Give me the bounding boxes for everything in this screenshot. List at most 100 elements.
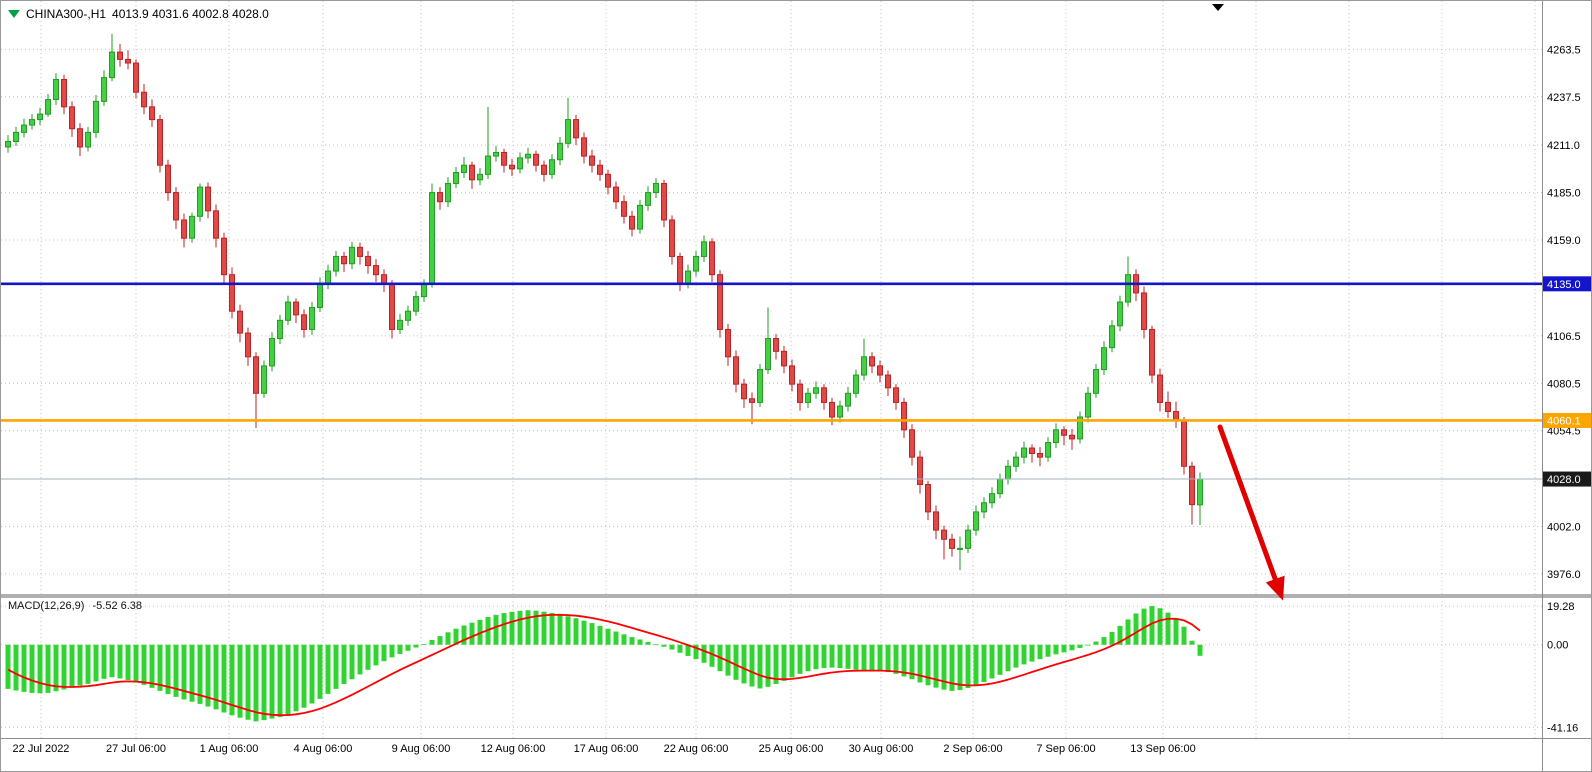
- candle-body: [157, 119, 163, 166]
- candle-body: [581, 137, 587, 157]
- macd-histogram-bar: [269, 644, 275, 719]
- macd-histogram-bar: [397, 644, 403, 654]
- macd-histogram-bar: [181, 644, 187, 700]
- macd-histogram-bar: [189, 644, 195, 702]
- macd-histogram-bar: [989, 644, 995, 679]
- macd-histogram-bar: [749, 644, 755, 687]
- macd-histogram-bar: [429, 639, 435, 645]
- pane-separator[interactable]: [1, 594, 1592, 598]
- candle-body: [1165, 401, 1171, 413]
- candle-body: [965, 529, 971, 549]
- candle-body: [789, 365, 795, 385]
- candle-body: [1077, 416, 1083, 440]
- macd-histogram-bar: [29, 644, 35, 693]
- macd-histogram-bar: [493, 614, 499, 645]
- candle-body: [989, 493, 995, 504]
- macd-histogram-bar: [501, 613, 507, 645]
- price-tick-label: 4237.5: [1547, 92, 1581, 104]
- macd-tick-label: -41.16: [1547, 722, 1578, 734]
- candle-body: [381, 274, 387, 285]
- macd-histogram-bar: [1037, 644, 1043, 660]
- candle-body: [813, 387, 819, 394]
- macd-histogram-bar: [237, 644, 243, 718]
- candle-body: [245, 332, 251, 358]
- macd-histogram-bar: [205, 644, 211, 707]
- candle-body: [325, 270, 331, 285]
- candle-body: [77, 128, 83, 148]
- candle-body: [373, 265, 379, 276]
- candle-body: [221, 237, 227, 276]
- candle-body: [21, 124, 27, 133]
- candle-body: [589, 155, 595, 166]
- macd-histogram-bar: [317, 644, 323, 699]
- candle-body: [5, 140, 11, 148]
- candle-body: [445, 182, 451, 203]
- candle-body: [1157, 374, 1163, 403]
- macd-histogram-bar: [93, 644, 99, 682]
- candle-body: [877, 365, 883, 376]
- chart-shift-icon[interactable]: [1212, 4, 1224, 11]
- price-tick-label: 4185.0: [1547, 188, 1581, 200]
- candle-body: [901, 401, 907, 431]
- candle-body: [1109, 325, 1115, 349]
- macd-histogram-bar: [77, 644, 83, 686]
- candle-body: [61, 78, 67, 108]
- time-tick-label: 30 Aug 06:00: [849, 743, 914, 755]
- macd-histogram-bar: [45, 644, 51, 693]
- candle-body: [1197, 478, 1203, 506]
- macd-histogram-bar: [421, 643, 427, 645]
- candle-body: [797, 383, 803, 403]
- macd-histogram-bar: [797, 644, 803, 674]
- candle-body: [565, 119, 571, 144]
- candle-body: [229, 274, 235, 312]
- macd-histogram-bar: [525, 610, 531, 645]
- macd-histogram-bar: [37, 644, 43, 694]
- candle-body: [821, 387, 827, 403]
- candle-body: [645, 192, 651, 206]
- macd-histogram-bar: [837, 644, 843, 668]
- candle-body: [1053, 429, 1059, 444]
- macd-histogram-bar: [965, 644, 971, 689]
- candle-body: [885, 374, 891, 389]
- candle-body: [477, 173, 483, 181]
- macd-tick-label: 0.00: [1547, 640, 1568, 652]
- macd-histogram-bar: [549, 613, 555, 645]
- time-tick-label: 25 Aug 06:00: [759, 743, 824, 755]
- candle-body: [781, 350, 787, 367]
- candle-body: [493, 151, 499, 157]
- time-tick-label: 9 Aug 06:00: [392, 743, 451, 755]
- macd-histogram-bar: [197, 644, 203, 704]
- candle-body: [1021, 447, 1027, 458]
- candle-body: [749, 398, 755, 403]
- candle-body: [237, 310, 243, 334]
- trend-arrow-annotation[interactable]: [1217, 424, 1285, 601]
- macd-histogram-bar: [773, 644, 779, 685]
- candle-body: [37, 113, 43, 121]
- candle-body: [741, 383, 747, 400]
- price-tick-label: 4106.5: [1547, 331, 1581, 343]
- price-level-badge: [1543, 471, 1591, 487]
- symbol-dropdown-icon[interactable]: [8, 10, 20, 18]
- candle-body: [309, 307, 315, 330]
- candle-body: [853, 374, 859, 394]
- candle-body: [1061, 429, 1067, 436]
- macd-histogram-bar: [1045, 644, 1051, 657]
- candle-body: [941, 529, 947, 540]
- macd-histogram-bar: [5, 644, 11, 689]
- macd-histogram-bar: [1101, 637, 1107, 645]
- candle-body: [253, 356, 259, 394]
- candle-body: [573, 119, 579, 139]
- macd-histogram-bar: [1069, 644, 1075, 651]
- macd-histogram-bar: [861, 644, 867, 671]
- macd-histogram-bar: [813, 644, 819, 670]
- macd-histogram-bar: [301, 644, 307, 708]
- candle-body: [461, 164, 467, 174]
- candle-body: [197, 186, 203, 217]
- candle-body: [629, 215, 635, 230]
- candle-body: [685, 270, 691, 285]
- macd-histogram-bar: [21, 644, 27, 692]
- candle-body: [949, 538, 955, 549]
- macd-histogram-bar: [453, 628, 459, 645]
- macd-histogram-bar: [557, 614, 563, 645]
